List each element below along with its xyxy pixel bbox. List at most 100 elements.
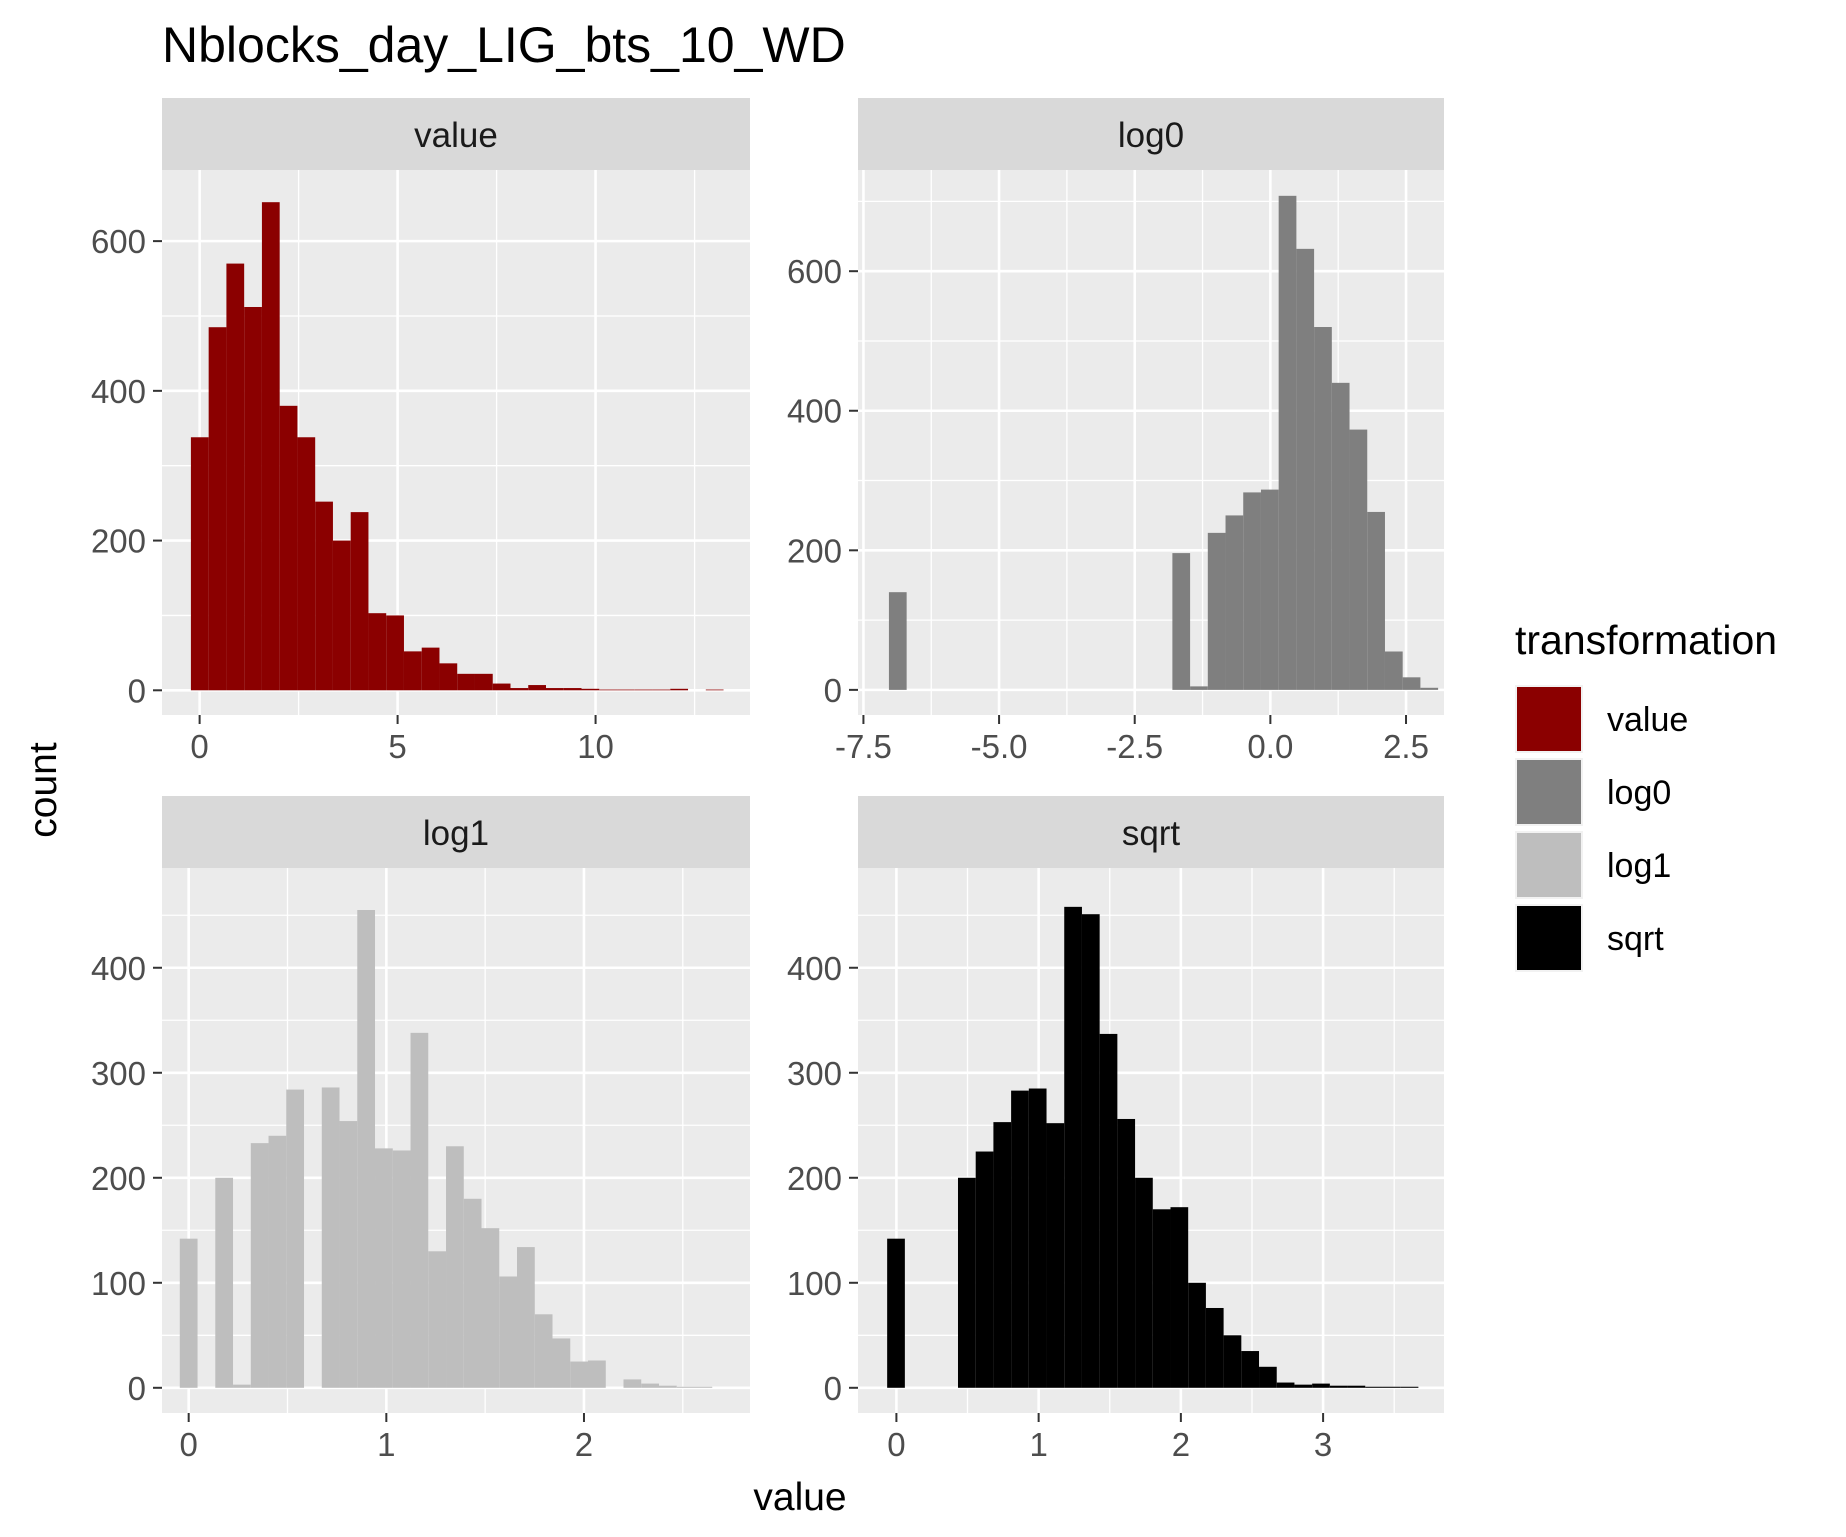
histogram-bar [1276, 1382, 1295, 1388]
histogram-bar [599, 689, 618, 691]
histogram-bar [321, 1087, 340, 1388]
histogram-bar [670, 688, 689, 691]
histogram-bar [1135, 1177, 1153, 1388]
histogram-bar [1384, 651, 1403, 690]
y-tick-label: 200 [91, 1160, 146, 1197]
x-tick-label: 5 [388, 728, 406, 765]
histogram-bar [1207, 532, 1226, 690]
histogram-bar [528, 685, 547, 691]
y-tick-label: 200 [787, 532, 842, 569]
histogram-bar [1400, 1386, 1419, 1388]
histogram-bar [403, 651, 422, 691]
histogram-bar [1259, 1366, 1277, 1388]
histogram-bar [1260, 489, 1279, 690]
histogram-bar [499, 1276, 518, 1388]
histogram-bar [1152, 1209, 1171, 1388]
x-tick-label: 0 [887, 1426, 905, 1463]
histogram-bar [332, 540, 351, 691]
facet-strip-label: log0 [1118, 116, 1184, 155]
histogram-bar [1205, 1307, 1224, 1388]
y-tick-label: 0 [824, 672, 842, 709]
histogram-bar [1349, 429, 1368, 690]
histogram-bar [1081, 914, 1100, 1388]
facet-strip [858, 98, 1444, 170]
histogram-bar [474, 673, 493, 691]
legend-title: transformation [1515, 617, 1777, 663]
histogram-bar [1331, 382, 1350, 690]
histogram-bar [1241, 1351, 1260, 1388]
x-tick-label: 0 [190, 728, 208, 765]
histogram-bar [1314, 327, 1332, 690]
y-tick-label: 200 [91, 523, 146, 560]
histogram-bar [457, 673, 475, 691]
histogram-bar [1365, 1386, 1383, 1388]
histogram-bar [1064, 906, 1082, 1388]
histogram-bar [1223, 1335, 1242, 1388]
histogram-bar [279, 405, 298, 691]
y-tick-label: 300 [91, 1055, 146, 1092]
x-tick-label: 1 [1029, 1426, 1047, 1463]
y-tick-label: 300 [787, 1055, 842, 1092]
histogram-bar [1190, 686, 1208, 690]
histogram-bar [588, 1360, 606, 1388]
facet-panel-log1: log1 0 100 200 300 400 0 1 2 [91, 796, 750, 1463]
legend-label: log0 [1607, 774, 1671, 812]
histogram-bar [421, 647, 440, 691]
histogram-bar [392, 1150, 411, 1388]
y-tick-label: 100 [787, 1265, 842, 1302]
histogram-bar [439, 663, 458, 691]
histogram-bar [1225, 515, 1244, 690]
histogram-bar [1028, 1088, 1047, 1388]
legend-items: value log0 log1 sqrt [1515, 685, 1688, 972]
legend: transformation value log0 log1 sqrt [1515, 617, 1777, 972]
facet-strip [162, 98, 750, 170]
y-tick-label: 600 [91, 223, 146, 260]
histogram-bar [563, 688, 582, 691]
facet-panel-sqrt: sqrt 0 100 200 300 400 0 1 2 3 [787, 796, 1444, 1463]
histogram-bar [261, 202, 280, 691]
histogram-bar [368, 613, 387, 691]
histogram-bar [375, 1148, 393, 1388]
histogram-bar [546, 688, 564, 691]
histogram-bar [1312, 1383, 1330, 1388]
histogram-bar [1172, 553, 1191, 690]
histogram-bar [179, 1238, 198, 1388]
histogram-bar [339, 1121, 358, 1388]
histogram-bar [634, 689, 653, 691]
legend-key-log0 [1517, 760, 1581, 824]
histogram-bar [315, 501, 333, 691]
y-tick-label: 400 [787, 393, 842, 430]
histogram-bar [617, 689, 635, 691]
legend-label: value [1607, 701, 1688, 739]
histogram-bar [386, 615, 404, 691]
histogram-bar [1188, 1282, 1206, 1388]
x-tick-label: -5.0 [971, 728, 1028, 765]
histogram-bar [357, 910, 376, 1388]
histogram-bar [1294, 1384, 1313, 1388]
histogram-bar [250, 1143, 269, 1388]
y-tick-label: 400 [91, 950, 146, 987]
histogram-bar [233, 1384, 251, 1388]
histogram-bar [957, 1177, 976, 1388]
x-tick-label: 2 [575, 1426, 593, 1463]
histogram-bar [570, 1361, 589, 1388]
histogram-bar [428, 1251, 447, 1388]
histogram-bar [1011, 1090, 1029, 1388]
x-tick-label: 1 [377, 1426, 395, 1463]
histogram-bar [694, 1386, 713, 1388]
facet-strip [858, 796, 1444, 868]
histogram-bar [446, 1146, 464, 1388]
y-tick-label: 600 [787, 253, 842, 290]
histogram-bar [1046, 1123, 1065, 1388]
histogram-bar [481, 1228, 500, 1388]
histogram-bar [581, 688, 600, 691]
histogram-bar [1117, 1118, 1136, 1388]
histogram-bar [517, 1247, 535, 1388]
y-tick-label: 400 [787, 950, 842, 987]
x-tick-label: -7.5 [835, 728, 892, 765]
histogram-bar [888, 592, 907, 690]
histogram-bar [268, 1135, 287, 1388]
histogram-bar [993, 1122, 1012, 1388]
y-axis-title: count [22, 742, 65, 838]
